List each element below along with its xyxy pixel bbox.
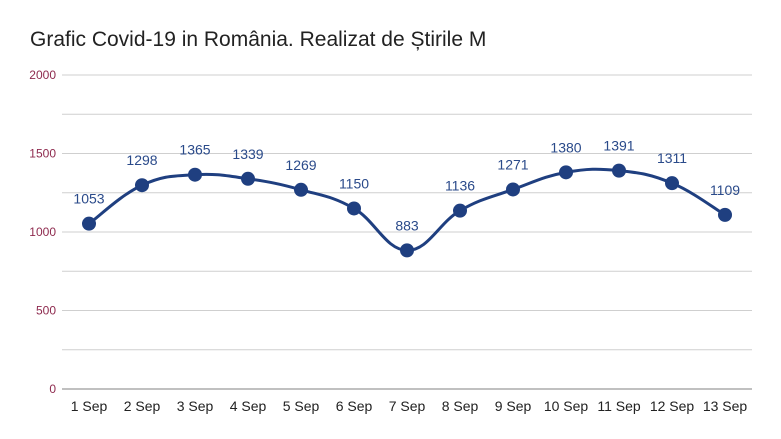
- data-point: [400, 243, 414, 258]
- data-label: 1150: [339, 175, 369, 191]
- data-label: 1269: [285, 157, 316, 173]
- data-labels: 1053 1298 1365 1339 1269 1150 883 1136 1271 1380 1…: [73, 138, 740, 234]
- y-tick-label: 1500: [29, 147, 56, 161]
- y-tick-label: 1000: [29, 225, 56, 239]
- x-tick-label: 13 Sep: [703, 398, 748, 414]
- x-tick-label: 2 Sep: [124, 398, 161, 414]
- data-point: [453, 203, 467, 218]
- data-label: 883: [395, 217, 419, 233]
- data-label: 1380: [550, 139, 581, 155]
- x-tick-label: 4 Sep: [230, 398, 267, 414]
- data-point: [135, 178, 149, 193]
- y-tick-label: 2000: [29, 68, 56, 82]
- x-tick-label: 7 Sep: [389, 398, 426, 414]
- data-label: 1391: [603, 138, 634, 154]
- gridlines: [62, 74, 752, 390]
- x-tick-label: 8 Sep: [442, 398, 479, 414]
- data-point: [188, 167, 202, 182]
- x-axis-ticks: 1 Sep 2 Sep 3 Sep 4 Sep 5 Sep 6 Sep 7 Sep 8 Sep…: [71, 398, 748, 414]
- x-tick-label: 6 Sep: [336, 398, 373, 414]
- x-tick-label: 12 Sep: [650, 398, 695, 414]
- data-point: [294, 182, 308, 197]
- x-tick-label: 10 Sep: [544, 398, 589, 414]
- data-point: [241, 171, 255, 186]
- data-point: [665, 176, 679, 191]
- data-label: 1365: [179, 142, 210, 158]
- data-point: [718, 207, 732, 222]
- chart-title: Grafic Covid-19 in România. Realizat de …: [30, 28, 487, 51]
- y-axis-ticks: 0 500 1000 1500 2000: [29, 68, 56, 396]
- x-tick-label: 1 Sep: [71, 398, 108, 414]
- data-point: [506, 182, 520, 197]
- data-label: 1339: [232, 146, 263, 162]
- data-label: 1271: [497, 156, 528, 172]
- data-point: [82, 216, 96, 231]
- data-point: [347, 201, 361, 216]
- data-label: 1053: [73, 191, 104, 207]
- y-tick-label: 500: [36, 304, 56, 318]
- series-line: [88, 167, 726, 252]
- data-point: [612, 163, 626, 178]
- data-label: 1298: [126, 152, 157, 168]
- y-tick-label: 0: [49, 382, 56, 396]
- data-label: 1109: [710, 182, 740, 198]
- x-tick-label: 5 Sep: [283, 398, 320, 414]
- x-tick-label: 3 Sep: [177, 398, 214, 414]
- data-point: [559, 165, 573, 180]
- data-label: 1311: [657, 150, 687, 166]
- data-points: [82, 163, 732, 258]
- x-tick-label: 11 Sep: [597, 398, 641, 414]
- x-tick-label: 9 Sep: [495, 398, 532, 414]
- data-label: 1136: [445, 178, 475, 194]
